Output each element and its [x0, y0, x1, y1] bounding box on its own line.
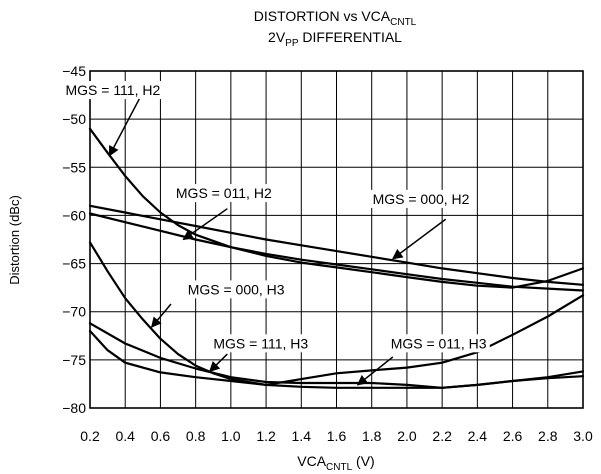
series-line-mgs-000-h2 [88, 204, 585, 286]
x-tick-label: 2.0 [397, 428, 417, 444]
x-tick-label: 1.2 [256, 428, 276, 444]
chart-title-line2: 2VPP DIFFERENTIAL [268, 29, 402, 49]
y-tick-label: −50 [62, 111, 86, 127]
x-tick-label: 1.6 [327, 428, 347, 444]
x-tick-label: 0.2 [80, 428, 100, 444]
grid [90, 71, 583, 408]
x-tick-labels: 0.2 0.4 0.6 0.8 1.0 1.2 1.4 1.6 1.8 2.0 2.2 2.4 2.6 2… [80, 428, 593, 444]
y-tick-labels: −45 −50 −55 −60 −65 −70 −75 −80 [62, 63, 86, 416]
x-tick-label: 2.4 [468, 428, 488, 444]
series-line-mgs-111-h3 [88, 322, 585, 389]
y-tick-label: −80 [62, 400, 86, 416]
annotation-label-bg [172, 184, 275, 203]
plot-frame [89, 70, 584, 409]
x-tick-label: 0.4 [115, 428, 135, 444]
annotation-arrow [356, 356, 394, 386]
y-tick-label: −60 [62, 207, 86, 223]
x-axis-label-subscript: CNTL [326, 462, 353, 473]
annotation-label: MGS = 011, H3 [391, 335, 487, 351]
y-tick-label: −65 [62, 256, 86, 272]
title-line2-main: 2V [268, 29, 286, 45]
annotation-arrow [182, 208, 228, 241]
x-tick-label: 3.0 [573, 428, 593, 444]
x-axis-label: VCACNTL (V) [297, 453, 374, 473]
x-tick-label: 2.6 [503, 428, 523, 444]
annotations: MGS = 111, H2 MGS = 011, H2 MGS = 000, H2 M… [62, 81, 490, 386]
annotation-arrow [150, 303, 172, 328]
annotation-label: MGS = 000, H3 [188, 281, 285, 297]
x-axis-label-main: VCA [297, 453, 326, 469]
series-line-mgs-111-h2 [88, 127, 585, 289]
y-tick-label: −45 [62, 63, 86, 79]
series-line-mgs-011-h3 [88, 294, 585, 386]
x-tick-label: 2.2 [432, 428, 452, 444]
annotation-label: MGS = 111, H2 [65, 82, 160, 98]
annotation-label-bg [369, 189, 473, 208]
x-tick-label: 0.6 [151, 428, 171, 444]
x-tick-label: 1.0 [221, 428, 241, 444]
x-axis-label-unit: (V) [352, 453, 375, 469]
annotation-label-bg [184, 280, 288, 299]
series-line-mgs-011-h2 [88, 212, 585, 292]
x-tick-label: 1.8 [362, 428, 382, 444]
x-tick-label: 1.4 [292, 428, 312, 444]
y-tick-label: −70 [62, 304, 86, 320]
series-lines [88, 127, 585, 389]
y-tick-label: −75 [62, 352, 86, 368]
title-line1-main: DISTORTION vs VCA [254, 8, 391, 24]
chart-title-line1: DISTORTION vs VCACNTL [254, 8, 417, 28]
annotation-arrow [108, 98, 140, 157]
x-tick-label: 0.8 [186, 428, 206, 444]
annotation-label: MGS = 000, H2 [373, 191, 470, 207]
title-line1-subscript: CNTL [390, 17, 417, 28]
annotation-label-bg [387, 334, 490, 353]
title-line2-suffix: DIFFERENTIAL [299, 29, 403, 45]
annotation-arrow [208, 353, 228, 373]
y-axis-label: Distortion (dBc) [7, 195, 22, 285]
annotation-label: MGS = 111, H3 [213, 335, 308, 351]
annotation-label: MGS = 011, H2 [176, 185, 272, 201]
annotation-arrow [392, 218, 447, 260]
annotation-label-bg [62, 81, 164, 100]
title-line2-subscript: PP [285, 38, 299, 49]
y-tick-label: −55 [62, 159, 86, 175]
annotation-label-bg [210, 334, 312, 353]
x-tick-label: 2.8 [538, 428, 558, 444]
